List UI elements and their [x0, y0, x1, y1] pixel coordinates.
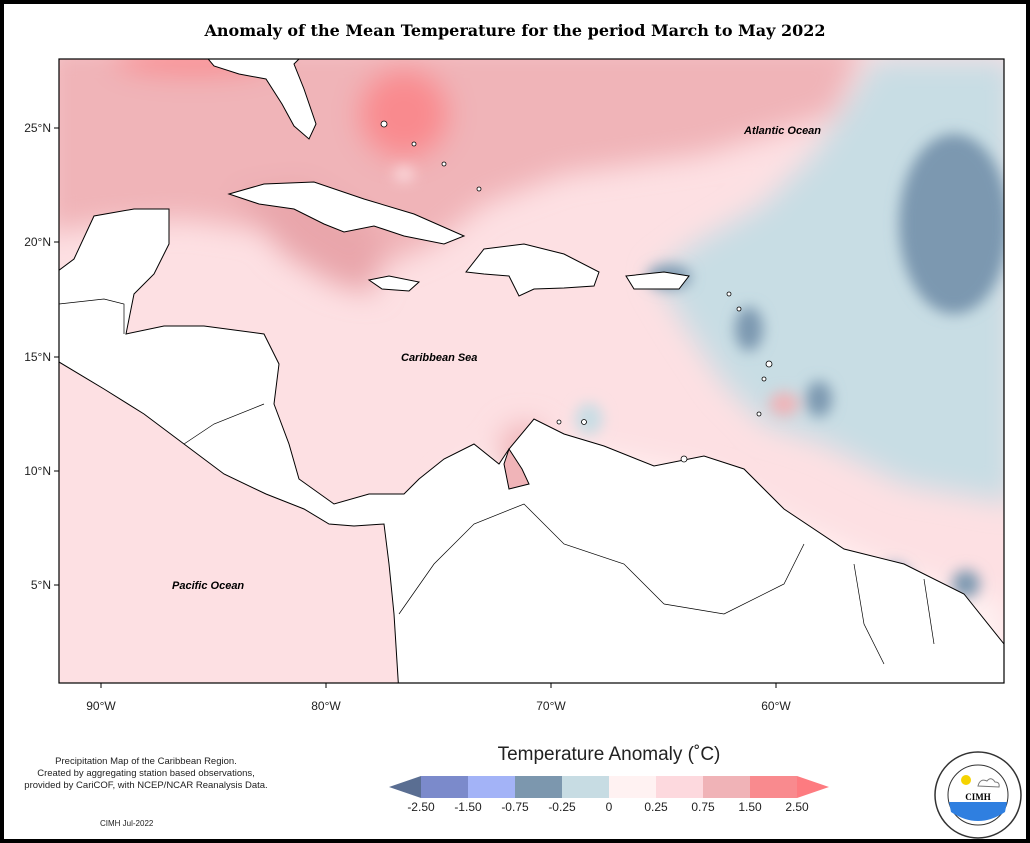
legend-tick: -0.75 — [501, 800, 529, 814]
label-pacific-ocean: Pacific Ocean — [172, 580, 244, 592]
legend-swatch — [421, 776, 468, 798]
legend-tick: -2.50 — [407, 800, 435, 814]
lat-axis: 25°N 20°N 15°N 10°N 5°N — [24, 121, 59, 592]
hispaniola — [465, 243, 600, 297]
label-atlantic-ocean: Atlantic Ocean — [743, 125, 821, 137]
legend-arrow-high — [797, 776, 829, 798]
legend-swatch — [656, 776, 703, 798]
legend-tick: 0 — [606, 800, 613, 814]
legend-tick: -1.50 — [454, 800, 482, 814]
legend-arrow-low — [389, 776, 421, 798]
lon-tick: 80°W — [311, 699, 341, 713]
cimh-logo: CIMH — [934, 751, 1022, 839]
legend-swatch — [468, 776, 515, 798]
lon-axis: 90°W 80°W 70°W 60°W — [86, 683, 791, 713]
continent — [59, 208, 1004, 683]
credit-stamp: CIMH Jul-2022 — [100, 819, 154, 828]
lon-tick: 70°W — [536, 699, 566, 713]
lat-tick: 20°N — [24, 235, 51, 249]
lat-tick: 5°N — [31, 578, 51, 592]
legend-swatch — [750, 776, 797, 798]
lat-tick: 15°N — [24, 350, 51, 364]
map-frame — [58, 58, 1005, 684]
small-islands — [380, 120, 773, 463]
borders — [59, 298, 935, 665]
lon-tick: 60°W — [761, 699, 791, 713]
map-title: Anomaly of the Mean Temperature for the … — [204, 21, 826, 40]
legend-tick: 2.50 — [785, 800, 809, 814]
land-masses — [59, 59, 1004, 683]
legend-tick: -0.25 — [548, 800, 576, 814]
legend-swatch — [703, 776, 750, 798]
label-caribbean-sea: Caribbean Sea — [401, 352, 477, 364]
svg-text:CIMH: CIMH — [965, 792, 991, 802]
figure: Anomaly of the Mean Temperature for the … — [4, 4, 1026, 839]
puerto-rico — [625, 271, 690, 290]
lat-tick: 25°N — [24, 121, 51, 135]
legend-tick: 0.75 — [691, 800, 715, 814]
legend-swatch — [609, 776, 656, 798]
temperature-anomaly-map: Atlantic Ocean Caribbean Sea Pacific Oce… — [24, 58, 1005, 713]
maracaibo-lake — [503, 447, 530, 490]
color-legend: -2.50 -1.50 -0.75 -0.25 0 0.25 0.75 1.50 2.50 — [389, 776, 829, 814]
credits-text: Precipitation Map of the Caribbean Regio… — [24, 756, 268, 791]
florida — [207, 59, 317, 140]
legend-tick: 1.50 — [738, 800, 762, 814]
jamaica — [367, 275, 421, 292]
legend-swatch — [562, 776, 609, 798]
legend-tick: 0.25 — [644, 800, 668, 814]
lat-tick: 10°N — [24, 464, 51, 478]
lon-tick: 90°W — [86, 699, 116, 713]
cuba — [227, 181, 466, 245]
legend-title: Temperature Anomaly (˚C) — [497, 744, 721, 765]
legend-swatch — [515, 776, 562, 798]
